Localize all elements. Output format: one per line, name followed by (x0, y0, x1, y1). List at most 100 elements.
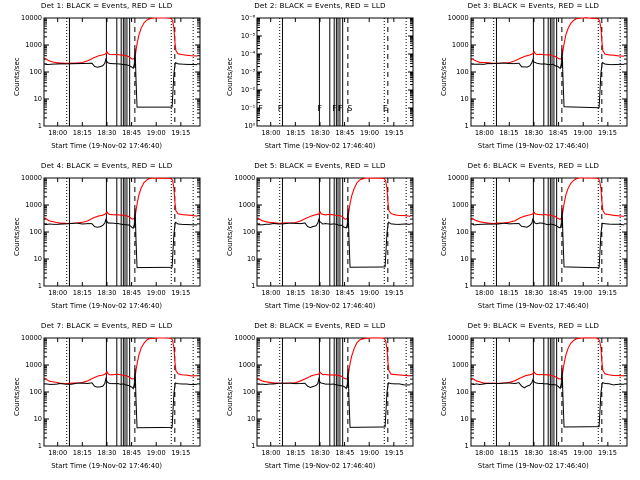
y-tick-label: 1000 (451, 201, 469, 209)
x-tick-label: 18:30 (310, 129, 330, 137)
y-tick-label: 100 (29, 68, 42, 76)
x-tick-label: 18:15 (72, 289, 92, 297)
x-tick-label: 18:15 (499, 289, 519, 297)
y-tick-label: 1 (251, 282, 256, 290)
event-type-annotation: F (317, 104, 323, 113)
y-tick-label: 10⁻¹ (240, 104, 256, 112)
y-tick-label: 100 (456, 228, 469, 236)
x-tick-label: 18:00 (261, 289, 281, 297)
x-tick-label: 19:15 (171, 449, 191, 457)
x-tick-label: 18:45 (335, 449, 355, 457)
y-tick-label: 10⁻⁵ (240, 32, 256, 40)
x-axis-label: Start Time (19-Nov-02 17:46:40) (51, 302, 163, 310)
x-tick-label: 19:15 (171, 289, 191, 297)
x-tick-label: 19:00 (573, 129, 593, 137)
x-axis-label: Start Time (19-Nov-02 17:46:40) (477, 142, 589, 150)
y-tick-label: 10⁻⁶ (240, 14, 256, 22)
detector-panel: Det 7: BLACK = Events, RED = LLD Counts/s… (0, 320, 214, 480)
dead-detector-plot (256, 17, 414, 127)
x-tick-label: 19:00 (360, 289, 380, 297)
panel-title: Det 9: BLACK = Events, RED = LLD (467, 321, 600, 330)
y-tick-label: 10⁻² (240, 86, 256, 94)
y-tick-label: 100 (456, 68, 469, 76)
x-tick-label: 19:15 (384, 449, 404, 457)
x-tick-label: 18:45 (335, 129, 355, 137)
x-tick-label: 18:45 (335, 289, 355, 297)
x-tick-label: 18:30 (524, 129, 544, 137)
x-axis-label: Start Time (19-Nov-02 17:46:40) (264, 142, 376, 150)
panel-title: Det 4: BLACK = Events, RED = LLD (40, 161, 173, 170)
y-tick-label: 10⁰ (244, 122, 256, 130)
x-axis-label: Start Time (19-Nov-02 17:46:40) (477, 302, 589, 310)
x-tick-label: 18:15 (286, 449, 306, 457)
x-tick-label: 19:00 (146, 449, 166, 457)
x-tick-label: 18:45 (122, 129, 142, 137)
y-tick-label: 10 (460, 255, 469, 263)
y-tick-label: 1000 (238, 201, 256, 209)
x-tick-label: 18:15 (72, 449, 92, 457)
event-type-annotation: F (332, 104, 337, 113)
x-tick-label: 19:15 (597, 289, 617, 297)
y-tick-label: 1 (464, 442, 469, 450)
y-tick-label: 10⁻³ (240, 68, 256, 76)
event-type-annotation: S (347, 104, 353, 113)
x-axis-label: Start Time (19-Nov-02 17:46:40) (264, 302, 376, 310)
x-tick-label: 19:00 (146, 129, 166, 137)
panel-title: Det 7: BLACK = Events, RED = LLD (40, 321, 173, 330)
y-tick-label: 10000 (21, 174, 42, 182)
y-tick-label: 100 (456, 388, 469, 396)
x-tick-label: 18:30 (97, 129, 117, 137)
x-tick-label: 19:15 (597, 129, 617, 137)
x-tick-label: 19:15 (171, 129, 191, 137)
x-tick-label: 18:00 (474, 449, 494, 457)
event-type-annotation: F (337, 104, 343, 113)
y-tick-label: 10⁻⁴ (240, 50, 256, 58)
detector-panel: Det 6: BLACK = Events, RED = LLD Counts/s… (426, 160, 640, 320)
panel-title: Det 3: BLACK = Events, RED = LLD (467, 1, 600, 10)
detector-panel: Det 4: BLACK = Events, RED = LLD Counts/s… (0, 160, 214, 320)
x-tick-label: 18:00 (474, 129, 494, 137)
x-tick-label: 18:30 (524, 449, 544, 457)
y-tick-label: 100 (29, 388, 42, 396)
x-tick-label: 18:00 (48, 289, 68, 297)
y-tick-label: 10 (460, 95, 469, 103)
x-tick-label: 18:15 (286, 289, 306, 297)
y-tick-label: 10 (33, 415, 42, 423)
x-tick-label: 18:15 (499, 449, 519, 457)
y-tick-label: 1000 (25, 41, 42, 49)
x-tick-label: 18:30 (97, 289, 117, 297)
y-tick-label: 1000 (25, 201, 42, 209)
y-tick-label: 1000 (238, 361, 256, 369)
x-tick-label: 19:00 (146, 289, 166, 297)
x-tick-label: 19:15 (597, 449, 617, 457)
y-tick-label: 1000 (25, 361, 42, 369)
detector-panel: Det 2: BLACK = Events, RED = LLD Counts/s… (213, 0, 427, 160)
event-type-annotation: F (258, 104, 263, 113)
y-tick-label: 1 (37, 282, 42, 290)
x-tick-label: 18:00 (48, 449, 68, 457)
x-tick-label: 19:00 (573, 289, 593, 297)
y-tick-label: 10000 (234, 334, 256, 342)
x-axis-label: Start Time (19-Nov-02 17:46:40) (477, 462, 589, 470)
y-tick-label: 10 (246, 415, 256, 423)
x-tick-label: 18:00 (48, 129, 68, 137)
y-tick-label: 100 (29, 228, 42, 236)
detector-timeseries-plot (470, 177, 628, 287)
panel-title: Det 2: BLACK = Events, RED = LLD (254, 1, 386, 10)
detector-timeseries-plot (256, 337, 414, 447)
y-tick-label: 1 (464, 282, 469, 290)
x-tick-label: 18:30 (310, 449, 330, 457)
x-tick-label: 18:00 (261, 129, 281, 137)
detector-timeseries-plot (43, 177, 201, 287)
x-tick-label: 18:30 (97, 449, 117, 457)
x-tick-label: 18:00 (261, 449, 281, 457)
detector-panel: Det 8: BLACK = Events, RED = LLD Counts/s… (213, 320, 427, 480)
x-tick-label: 18:30 (310, 289, 330, 297)
detector-timeseries-plot (256, 177, 414, 287)
x-tick-label: 18:45 (548, 129, 568, 137)
event-type-annotation: F (277, 104, 283, 113)
y-tick-label: 10 (33, 95, 42, 103)
x-tick-label: 18:15 (499, 129, 519, 137)
panel-title: Det 1: BLACK = Events, RED = LLD (40, 1, 173, 10)
